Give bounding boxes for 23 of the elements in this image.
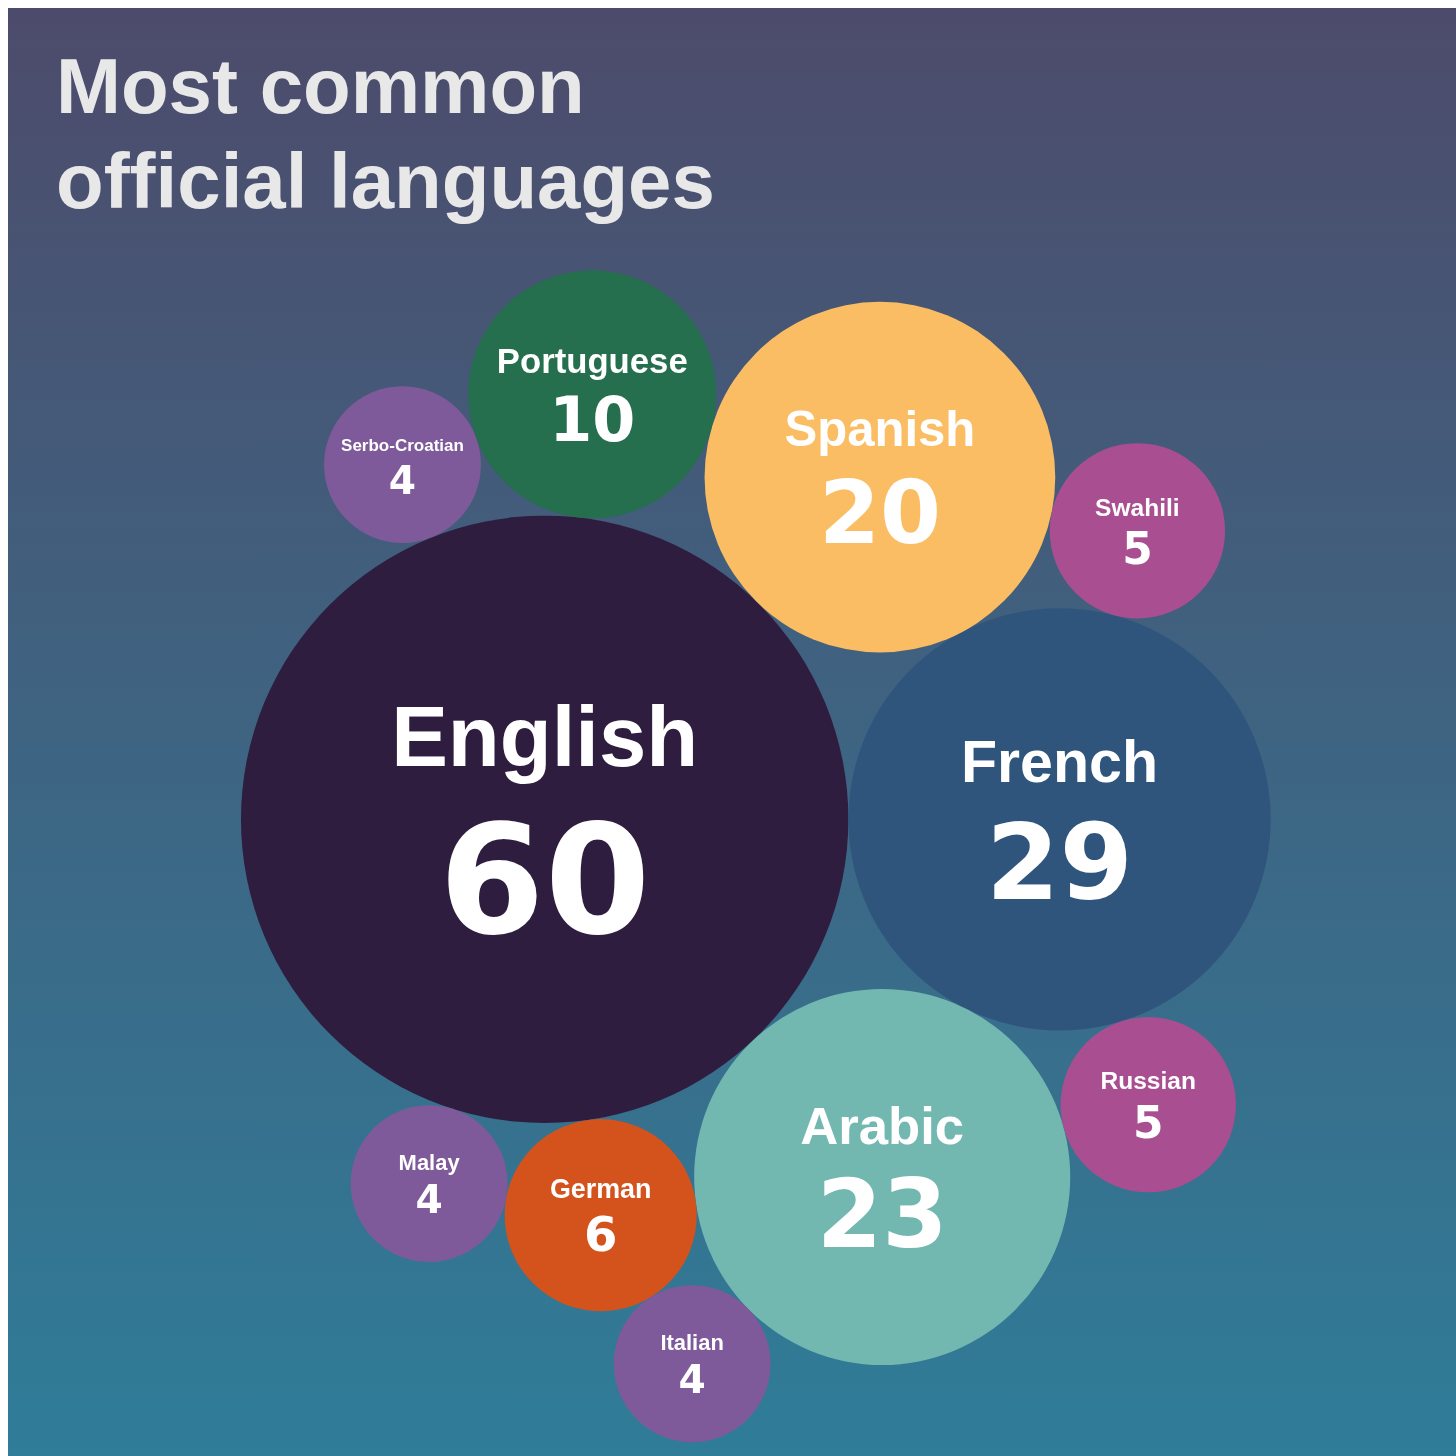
data-label: 20	[818, 461, 941, 564]
category-label: English	[391, 689, 699, 785]
data-label: 23	[816, 1160, 948, 1270]
text: Most common official languages	[56, 42, 715, 225]
data-label: 5	[1122, 522, 1153, 574]
data-label: 4	[415, 1176, 443, 1222]
category-label: Malay	[398, 1149, 461, 1175]
data-label: 4	[388, 458, 417, 504]
data-label: 29	[986, 800, 1133, 924]
category-label: German	[549, 1174, 652, 1205]
category-label: Italian	[660, 1330, 724, 1355]
data-label: 5	[1133, 1096, 1164, 1148]
category-label: Swahili	[1095, 493, 1180, 521]
data-label: 4	[678, 1357, 706, 1403]
category-label: Russian	[1100, 1067, 1196, 1095]
data-label: 10	[549, 382, 636, 456]
category-label: Portuguese	[496, 341, 688, 380]
category-label: French	[961, 728, 1159, 796]
category-label: Serbo-Croatian	[341, 435, 464, 455]
category-label: Spanish	[784, 402, 976, 457]
data-label: 6	[583, 1206, 618, 1263]
category-label: Arabic	[800, 1096, 965, 1156]
data-label: 60	[439, 792, 651, 970]
